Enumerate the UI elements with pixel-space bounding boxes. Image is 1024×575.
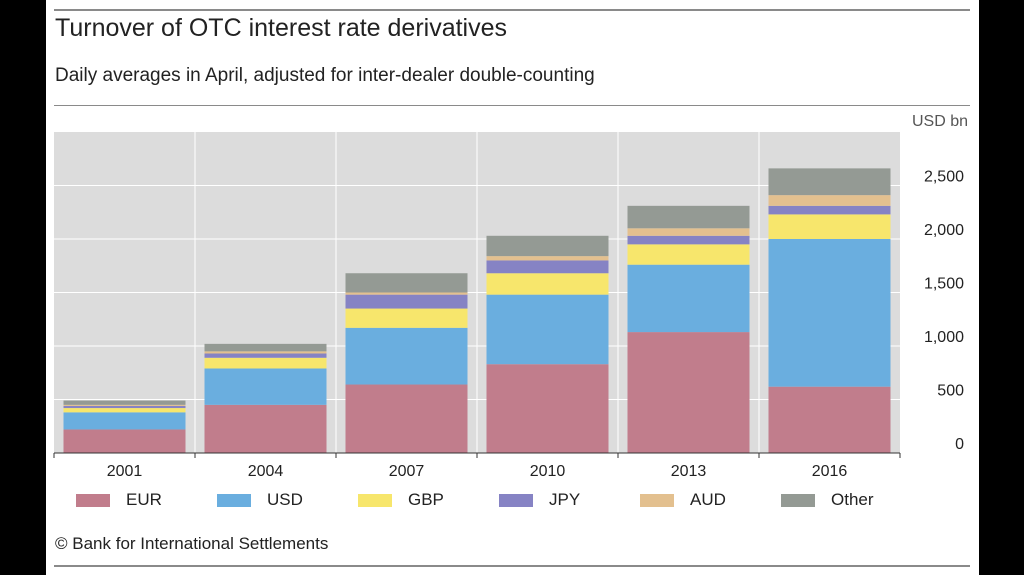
bar-aud-2001 — [63, 404, 186, 406]
y-unit-label: USD bn — [911, 113, 968, 130]
bar-gbp-2013 — [627, 244, 750, 265]
legend-item-other: Other — [781, 489, 874, 511]
bar-other-2001 — [63, 400, 186, 405]
bar-eur-2001 — [63, 429, 186, 453]
x-tick-label: 2010 — [530, 463, 566, 480]
bar-jpy-2007 — [345, 294, 468, 309]
bar-eur-2016 — [768, 386, 891, 453]
bar-gbp-2007 — [345, 308, 468, 328]
y-tick-label: 2,500 — [924, 169, 964, 186]
top-rule — [54, 9, 970, 11]
legend-item-gbp: GBP — [358, 489, 444, 511]
bar-gbp-2004 — [204, 357, 327, 369]
legend-label-eur: EUR — [126, 490, 162, 509]
bar-jpy-2010 — [486, 260, 609, 274]
legend-swatch-other — [781, 493, 815, 507]
legend-swatch-aud — [640, 493, 674, 507]
legend-label-aud: AUD — [690, 490, 726, 509]
legend-label-gbp: GBP — [408, 490, 444, 509]
x-tick-label: 2001 — [107, 463, 143, 480]
bar-gbp-2001 — [63, 408, 186, 413]
bar-eur-2013 — [627, 332, 750, 453]
bar-aud-2010 — [486, 256, 609, 261]
legend-swatch-gbp — [358, 493, 392, 507]
bar-aud-2013 — [627, 228, 750, 236]
bar-other-2007 — [345, 273, 468, 293]
y-tick-label: 1,500 — [924, 276, 964, 293]
legend-item-eur: EUR — [76, 489, 162, 511]
legend-label-jpy: JPY — [549, 490, 581, 509]
chart-subtitle: Daily averages in April, adjusted for in… — [55, 65, 595, 86]
legend-swatch-jpy — [499, 493, 533, 507]
bar-usd-2013 — [627, 264, 750, 333]
bar-gbp-2010 — [486, 273, 609, 295]
legend-label-other: Other — [831, 490, 874, 509]
source-credit: © Bank for International Settlements — [55, 534, 329, 553]
bar-aud-2004 — [204, 351, 327, 354]
bar-eur-2007 — [345, 384, 468, 453]
bar-eur-2004 — [204, 404, 327, 453]
bar-jpy-2004 — [204, 353, 327, 358]
legend-item-aud: AUD — [640, 489, 726, 511]
bar-jpy-2001 — [63, 405, 186, 409]
legend-swatch-eur — [76, 493, 110, 507]
bar-other-2010 — [486, 235, 609, 257]
bar-eur-2010 — [486, 364, 609, 453]
legend-item-usd: USD — [217, 489, 303, 511]
bottom-rule — [54, 565, 970, 567]
bar-other-2004 — [204, 343, 327, 352]
bar-usd-2001 — [63, 412, 186, 430]
x-tick-label: 2007 — [389, 463, 425, 480]
legend-swatch-usd — [217, 493, 251, 507]
x-tick-label: 2004 — [248, 463, 284, 480]
bar-aud-2016 — [768, 195, 891, 206]
bar-other-2013 — [627, 205, 750, 229]
x-tick-label: 2016 — [812, 463, 848, 480]
bar-jpy-2016 — [768, 205, 891, 215]
legend-label-usd: USD — [267, 490, 303, 509]
y-tick-label: 500 — [937, 383, 964, 400]
bar-aud-2007 — [345, 292, 468, 295]
bar-other-2016 — [768, 168, 891, 196]
y-tick-label: 1,000 — [924, 329, 964, 346]
bar-jpy-2013 — [627, 235, 750, 245]
bar-gbp-2016 — [768, 214, 891, 239]
chart-panel: Turnover of OTC interest rate derivative… — [46, 0, 979, 575]
y-tick-label: 0 — [955, 436, 964, 453]
x-tick-label: 2013 — [671, 463, 707, 480]
y-tick-label: 2,000 — [924, 222, 964, 239]
stacked-bar-chart: 2001 2004 2007 2010 2013 2016 0 500 1,000 1,500 2,… — [53, 132, 964, 480]
bar-usd-2016 — [768, 239, 891, 387]
legend-item-jpy: JPY — [499, 489, 580, 511]
bar-usd-2007 — [345, 327, 468, 385]
bar-usd-2004 — [204, 368, 327, 405]
chart-title: Turnover of OTC interest rate derivative… — [55, 14, 508, 42]
bar-usd-2010 — [486, 294, 609, 365]
header-rule — [54, 105, 970, 106]
